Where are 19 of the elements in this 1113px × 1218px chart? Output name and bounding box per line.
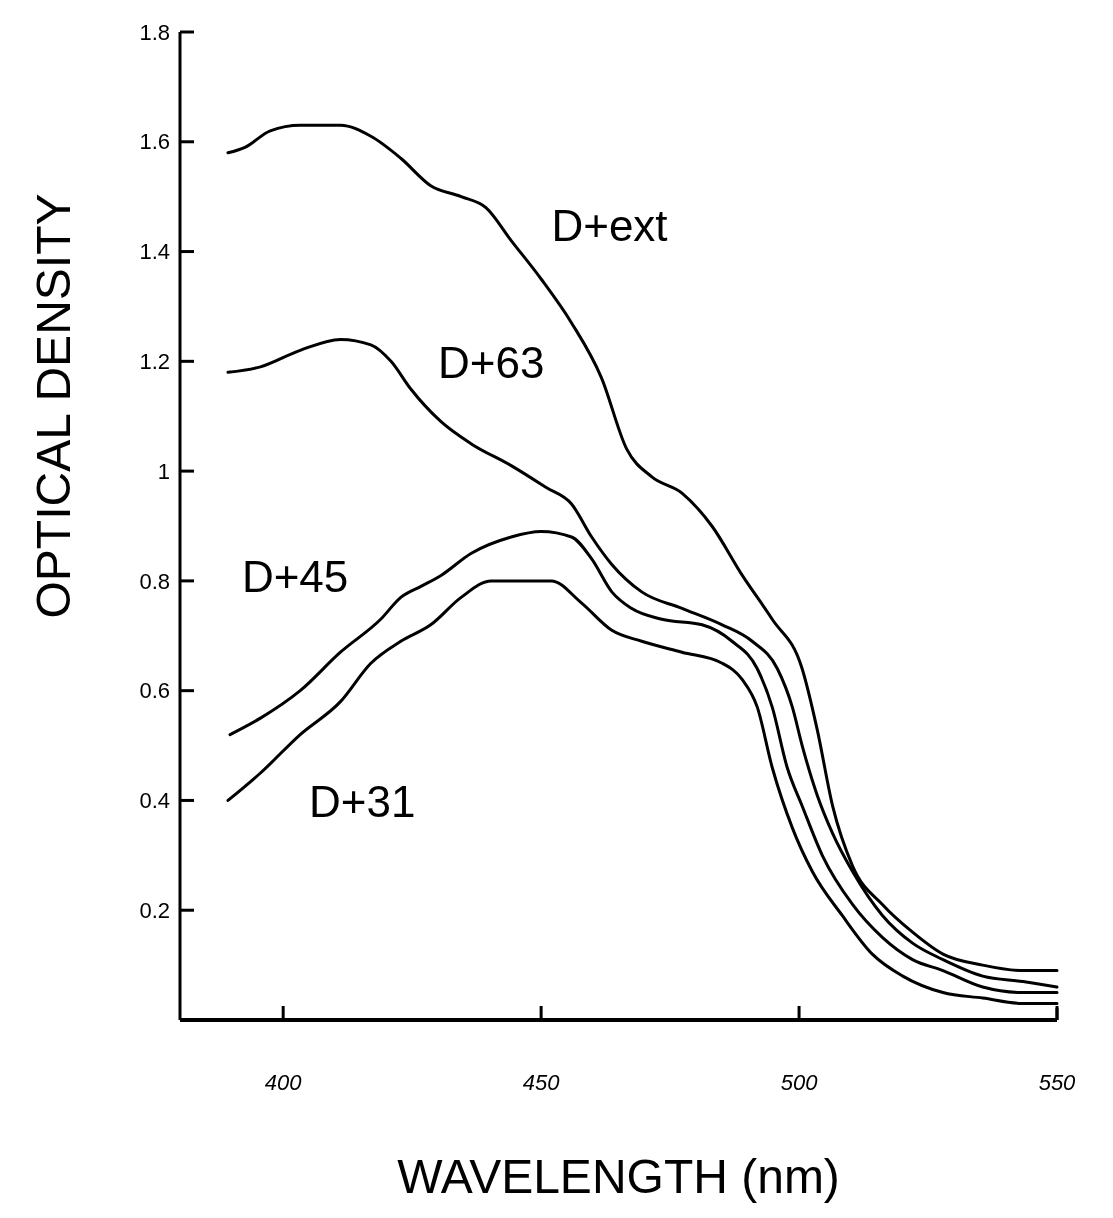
x-tick-label: 400 (264, 1070, 303, 1095)
x-axis-title: WAVELENGTH (nm) (397, 1150, 840, 1203)
y-tick-label: 0.8 (139, 568, 170, 594)
y-tick-label: 1.4 (139, 239, 170, 265)
y-tick-label: 1.6 (139, 129, 170, 155)
x-tick-label: 450 (522, 1070, 561, 1095)
x-tick-label: 550 (1038, 1070, 1077, 1095)
y-tick-label: 1 (157, 458, 170, 484)
series-label: D+ext (551, 200, 668, 250)
y-axis-title: OPTICAL DENSITY (27, 193, 80, 619)
y-tick-label: 0.2 (139, 897, 170, 923)
y-tick-label: 0.6 (139, 678, 170, 704)
x-tick-label: 500 (780, 1070, 819, 1095)
y-tick-label: 1.2 (139, 349, 170, 375)
series-label: D+31 (308, 776, 416, 826)
series-label: D+45 (241, 551, 349, 601)
y-tick-label: 1.8 (139, 19, 170, 45)
series-label: D+63 (437, 337, 545, 387)
y-tick-label: 0.4 (139, 788, 170, 814)
